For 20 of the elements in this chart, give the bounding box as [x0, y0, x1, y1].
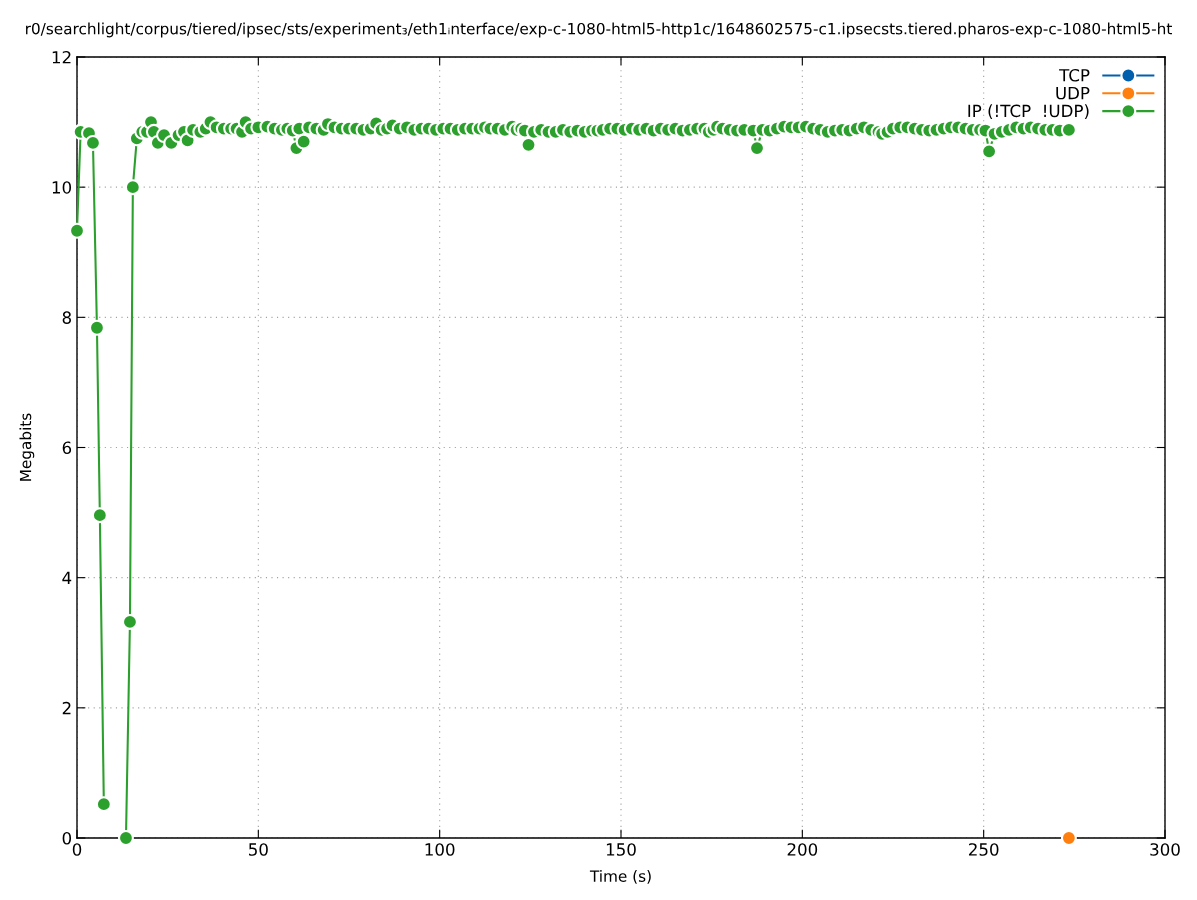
y-tick-label: 2: [62, 701, 71, 715]
y-axis-title: Megabits: [19, 413, 35, 481]
y-tick-label: 10: [52, 181, 72, 194]
x-tick-label: 200: [787, 843, 818, 856]
y-tick-label: 8: [62, 311, 71, 324]
legend-label: IP (!TCP !UDP): [968, 104, 1089, 120]
x-tick-label: 0: [72, 843, 82, 856]
y-tick-label: 12: [52, 50, 71, 64]
x-axis-title: Time (s): [589, 870, 651, 884]
y-tick-label: 0: [62, 831, 72, 845]
x-tick-label: 150: [606, 843, 636, 856]
y-tick-label: 4: [62, 571, 72, 584]
chart-title: r0/searchlight/corpus/tiered/ipsec/sts/experiment₃/eth1ᵢnterface/exp-c-1080-html5-http1c/1648602575-c1.ipsecsts.tiered.pharos-exp-c-1080-html5-ht: [26, 22, 1172, 38]
x-tick-label: 300: [1150, 843, 1180, 856]
x-tick-label: 100: [425, 843, 455, 856]
x-tick-label: 50: [249, 843, 268, 856]
y-tick-label: 6: [62, 441, 72, 455]
x-tick-label: 250: [968, 843, 999, 856]
legend-label: UDP: [1056, 86, 1090, 100]
legend-label: TCP: [1059, 68, 1090, 82]
